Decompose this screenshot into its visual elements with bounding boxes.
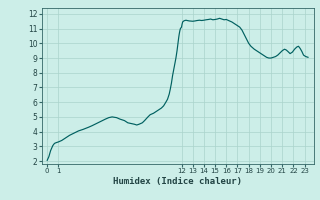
X-axis label: Humidex (Indice chaleur): Humidex (Indice chaleur) bbox=[113, 177, 242, 186]
